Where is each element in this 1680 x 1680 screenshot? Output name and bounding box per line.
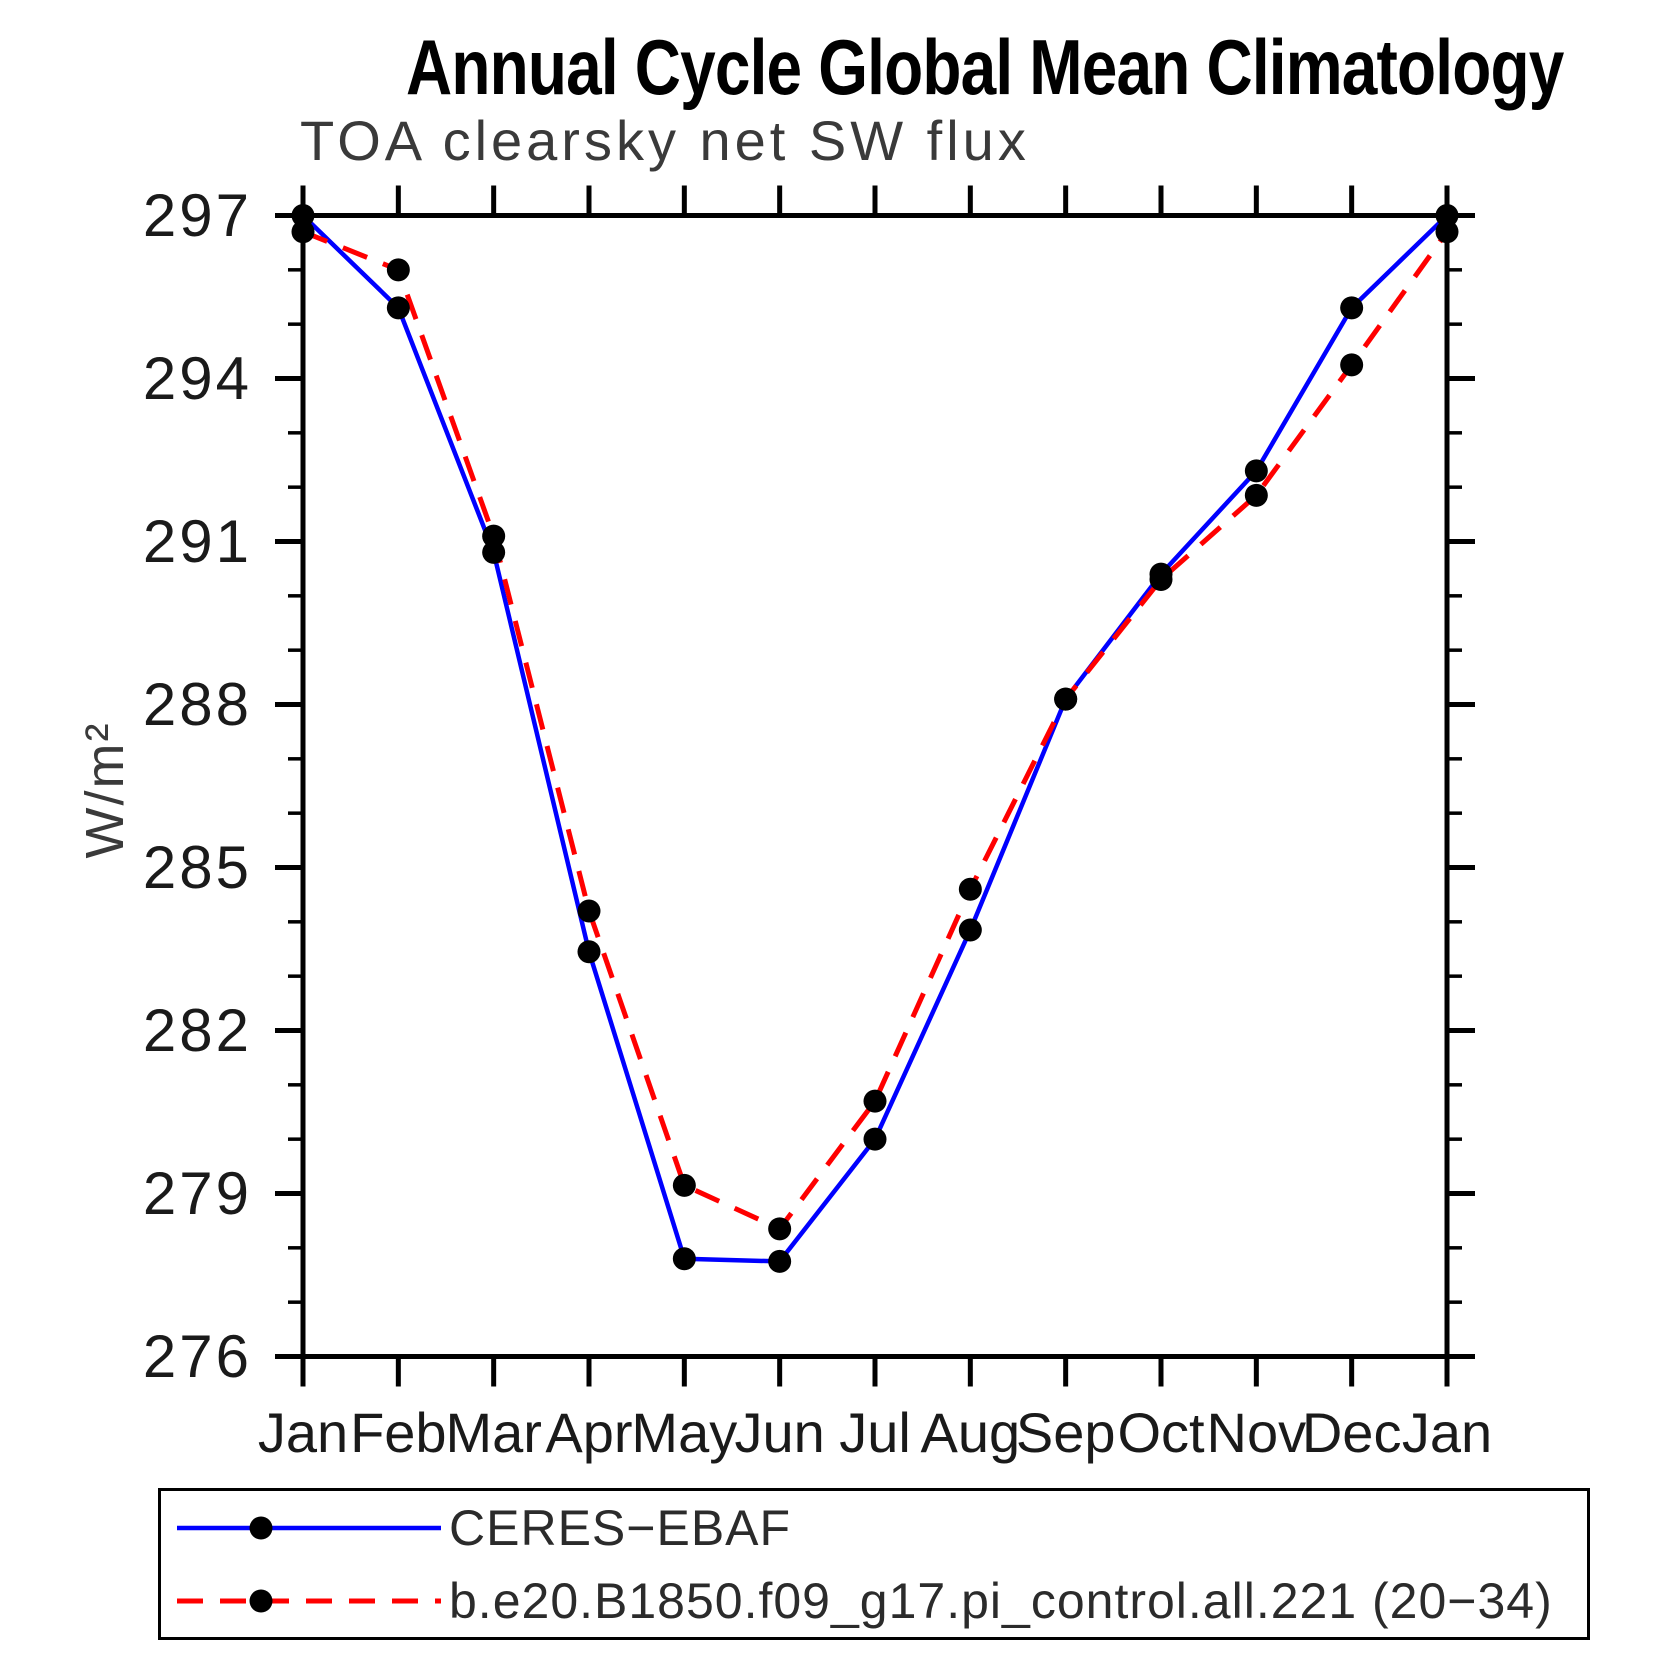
obs-data-point-marker [958, 918, 982, 942]
obs-data-point-marker [482, 540, 506, 564]
y-tick-label: 282 [143, 997, 252, 1064]
x-tick-label: Aug [921, 1401, 1021, 1464]
model-data-point-marker [958, 877, 982, 901]
obs-marker-sample [249, 1516, 273, 1539]
model-data-point-marker [386, 258, 410, 282]
model-data-point-marker [863, 1089, 887, 1113]
y-tick-label: 285 [143, 834, 252, 901]
x-tick-label: Apr [545, 1401, 632, 1464]
model-data-point-marker [768, 1217, 792, 1241]
legend-sample-model-line [177, 1589, 441, 1612]
legend-box: CERES−EBAF b.e20.B1850.f09_g17.pi_contro… [158, 1488, 1590, 1640]
series-line-model [302, 229, 1450, 1232]
obs-data-point-marker [577, 940, 601, 964]
y-tick-label: 276 [143, 1323, 252, 1390]
y-tick-label: 291 [143, 508, 252, 575]
obs-data-point-marker [768, 1249, 792, 1273]
model-data-point-marker [1340, 353, 1364, 377]
axis-frame [300, 213, 1450, 1359]
model-data-point-marker [1244, 483, 1268, 507]
legend-sample-obs-line [177, 1516, 441, 1539]
obs-data-point-marker [291, 204, 315, 227]
model-data-point-marker [1435, 220, 1459, 244]
model-data-point-marker [291, 220, 315, 244]
x-tick-label: Jun [735, 1401, 825, 1464]
model-data-point-marker [1054, 687, 1078, 711]
x-tick-label: Oct [1117, 1401, 1205, 1464]
obs-data-point-marker [672, 1247, 696, 1271]
obs-data-point-marker [1340, 296, 1364, 320]
obs-data-point-marker [863, 1127, 887, 1151]
x-tick-label: Feb [350, 1401, 447, 1464]
model-data-point-marker [577, 899, 601, 923]
model-data-point-marker [482, 524, 506, 548]
model-marker-sample [249, 1589, 273, 1612]
obs-data-point-marker [1435, 204, 1459, 227]
y-tick-label: 279 [143, 1160, 252, 1227]
model-data-point-marker [672, 1173, 696, 1197]
x-tick-label: Jan [258, 1401, 348, 1464]
model-data-point-marker [1149, 568, 1173, 592]
x-tick-label: Mar [445, 1401, 541, 1464]
x-tick-label: Jan [1402, 1401, 1492, 1464]
obs-data-point-marker [386, 296, 410, 320]
legend-row-model: b.e20.B1850.f09_g17.pi_control.all.221 (… [161, 1564, 1587, 1637]
x-tick-label: May [631, 1401, 737, 1464]
legend-row-obs: CERES−EBAF [161, 1491, 1587, 1564]
x-tick-label: Jul [839, 1401, 911, 1464]
chart-subtitle: TOA clearsky net SW flux [300, 109, 1030, 172]
y-tick-label: 294 [143, 345, 252, 412]
legend-label-model: b.e20.B1850.f09_g17.pi_control.all.221 (… [449, 1572, 1553, 1629]
x-tick-label: Sep [1016, 1401, 1116, 1464]
y-tick-label: 297 [143, 182, 252, 249]
x-tick-label: Dec [1302, 1401, 1402, 1464]
y-tick-label: 288 [143, 671, 252, 738]
legend-label-obs: CERES−EBAF [449, 1499, 792, 1556]
x-tick-label: Nov [1207, 1401, 1307, 1464]
obs-data-point-marker [1244, 459, 1268, 483]
